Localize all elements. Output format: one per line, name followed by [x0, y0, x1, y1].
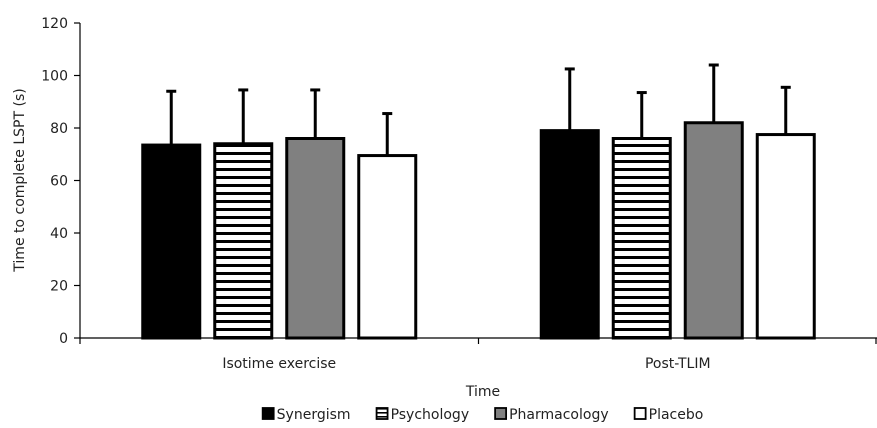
- y-tick-label: 40: [50, 226, 68, 242]
- bars: [141, 63, 816, 340]
- y-tick-label: 60: [50, 174, 68, 190]
- bar-placebo: [755, 133, 816, 340]
- legend-swatch: [633, 407, 647, 420]
- bar-placebo: [357, 154, 418, 340]
- legend-label: Pharmacology: [509, 407, 609, 423]
- legend-swatch: [261, 407, 275, 420]
- bar-pharmacology: [285, 137, 346, 340]
- category-label: Post-TLIM: [645, 356, 711, 372]
- bar-psychology: [213, 142, 274, 340]
- y-axis: 0 20 40 60 80 100 120: [41, 16, 81, 347]
- y-tick-label: 100: [41, 69, 68, 85]
- legend-label: Psychology: [391, 407, 470, 423]
- y-tick-label: 120: [41, 16, 68, 32]
- y-tick-label: 0: [59, 331, 68, 347]
- bar-synergism: [141, 143, 202, 340]
- bar-psychology: [611, 137, 672, 340]
- x-axis: Isotime exercise Post-TLIM: [79, 337, 877, 372]
- legend-label: Placebo: [649, 407, 704, 423]
- bar-synergism: [539, 129, 600, 340]
- y-tick-label: 80: [50, 121, 68, 137]
- y-axis-title: Time to complete LSPT (s): [12, 88, 28, 272]
- category-label: Isotime exercise: [222, 356, 336, 372]
- y-tick-label: 20: [50, 279, 68, 295]
- legend: Synergism Psychology Pharmacology Placebo: [261, 407, 704, 423]
- bar-pharmacology: [683, 121, 744, 340]
- x-axis-title: Time: [465, 384, 500, 400]
- legend-swatch: [375, 407, 389, 420]
- legend-label: Synergism: [277, 407, 351, 423]
- legend-swatch: [494, 407, 508, 420]
